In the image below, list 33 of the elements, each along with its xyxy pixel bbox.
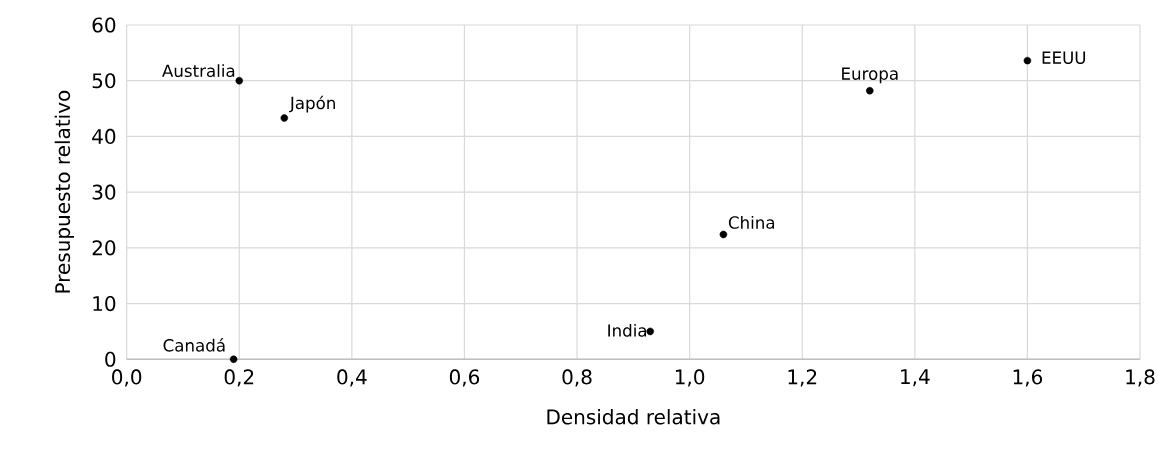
- point: [235, 76, 243, 85]
- x-tick-label: 0,0: [112, 369, 142, 387]
- y-tick-label: 0: [105, 351, 116, 367]
- series-label: Australia: [162, 64, 235, 78]
- series-label: Canadá: [163, 338, 225, 352]
- y-tick-label: 10: [93, 295, 116, 312]
- series-label: India: [608, 323, 647, 337]
- y-tick-label: 20: [92, 240, 116, 256]
- point: [866, 87, 874, 95]
- x-tick-label: 1,2: [788, 369, 817, 387]
- x-axis-title: Densidad relativa: [547, 408, 720, 425]
- point: [229, 355, 238, 363]
- x-tick-label: 0,4: [337, 369, 367, 387]
- point: [1023, 56, 1032, 65]
- y-tick-label: 60: [92, 17, 116, 33]
- y-tick-label: 50: [92, 73, 116, 89]
- series-label: China: [728, 215, 775, 229]
- y-tick-label: 30: [92, 184, 116, 200]
- series-label: Europa: [842, 67, 898, 84]
- point: [719, 230, 728, 239]
- x-tick-label: 0,6: [449, 369, 480, 387]
- x-tick-label: 0,8: [562, 369, 592, 387]
- x-tick-label: 1,0: [675, 369, 705, 387]
- point: [646, 327, 654, 336]
- x-tick-label: 0,2: [224, 369, 254, 387]
- series-label: Japón: [289, 95, 335, 113]
- x-tick-label: 1,4: [901, 369, 930, 387]
- series-label: EEUU: [1042, 51, 1086, 64]
- x-tick-label: 1,6: [1013, 369, 1043, 387]
- x-tick-label: 1,8: [1126, 369, 1155, 387]
- y-tick-label: 40: [92, 128, 116, 144]
- y-axis-title: Presupuesto relativo: [54, 90, 75, 293]
- point: [280, 114, 289, 122]
